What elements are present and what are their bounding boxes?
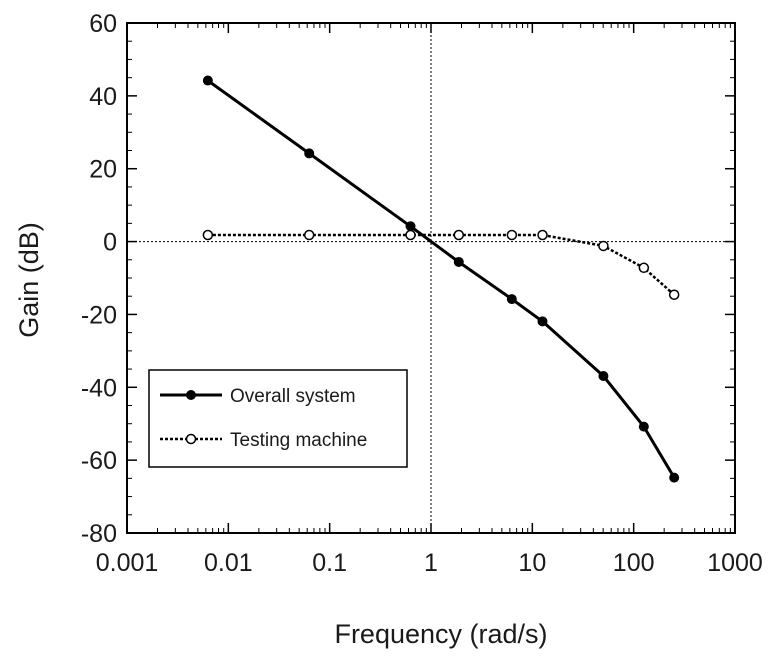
data-point-testing-machine	[598, 240, 609, 252]
y-tick-label: 20	[89, 156, 117, 184]
data-point-overall-system	[638, 421, 649, 432]
data-point-testing-machine	[405, 229, 416, 241]
data-series	[202, 75, 680, 483]
legend-marker-overall-system	[186, 390, 196, 400]
data-point-overall-system	[405, 221, 416, 232]
data-point-testing-machine	[537, 229, 548, 241]
data-point-testing-machine	[506, 229, 518, 241]
tick-labels: 0.001 0.01 0.1 1 10 100 1000 -80 -60 -40 -20 0 20 40 6…	[81, 10, 763, 577]
y-tick-label: -60	[81, 447, 117, 475]
data-point-overall-system	[304, 148, 315, 159]
data-point-overall-system	[453, 256, 464, 267]
data-point-overall-system	[537, 316, 548, 327]
y-axis-title: Gain (dB)	[14, 222, 44, 338]
legend-label-testing-machine: Testing machine	[230, 430, 367, 451]
y-tick-label: -40	[81, 374, 117, 402]
data-point-overall-system	[598, 370, 609, 381]
legend: Overall system Testing machine	[148, 369, 408, 468]
data-point-testing-machine	[202, 229, 214, 241]
legend-box	[148, 369, 408, 468]
x-axis-title: Frequency (rad/s)	[334, 619, 547, 649]
x-tick-label: 10	[518, 549, 546, 577]
x-tick-label: 0.001	[96, 549, 159, 577]
data-point-overall-system	[202, 75, 213, 86]
plot-area-frame	[126, 22, 736, 534]
data-point-testing-machine	[638, 262, 650, 274]
x-tick-label: 1	[424, 549, 438, 577]
x-tick-label: 100	[613, 549, 655, 577]
y-tick-label: 40	[89, 83, 117, 111]
x-tick-label: 0.1	[312, 549, 347, 577]
y-tick-label: 60	[89, 10, 117, 38]
data-point-testing-machine	[303, 229, 315, 241]
x-tick-label: 0.01	[204, 549, 253, 577]
data-point-testing-machine	[668, 289, 680, 301]
data-point-overall-system	[506, 294, 517, 305]
y-tick-label: -80	[81, 520, 117, 548]
data-point-testing-machine	[453, 229, 465, 241]
y-tick-label: 0	[103, 229, 117, 257]
legend-label-overall-system: Overall system	[230, 386, 356, 407]
series-line-testing-machine	[207, 233, 676, 296]
y-tick-label: -20	[81, 301, 117, 329]
data-point-overall-system	[669, 472, 680, 483]
legend-marker-testing-machine	[185, 433, 197, 445]
x-tick-label: 1000	[707, 549, 763, 577]
